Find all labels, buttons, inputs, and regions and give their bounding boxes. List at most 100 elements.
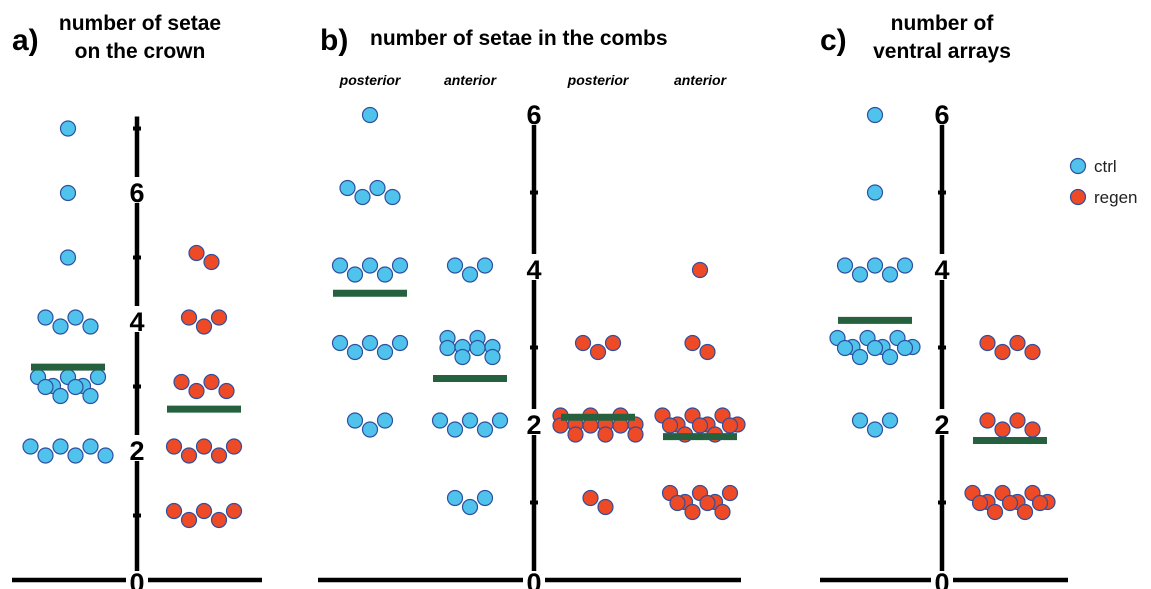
regen-point	[721, 484, 739, 502]
tick-label-bg	[525, 99, 543, 125]
regen-point	[699, 494, 716, 512]
group-label: anterior	[444, 72, 498, 88]
ctrl-point	[476, 489, 494, 507]
tick-label-bg	[933, 254, 951, 280]
ctrl-point	[82, 387, 99, 405]
ctrl-point	[469, 339, 486, 357]
ctrl-point	[391, 334, 409, 352]
panel-letter: a)	[12, 24, 39, 57]
regen-point	[195, 318, 213, 335]
ctrl-point	[52, 438, 69, 455]
ctrl-point	[484, 348, 501, 366]
regen-point	[210, 447, 228, 464]
ctrl-point	[361, 106, 379, 124]
regen-point	[195, 438, 213, 455]
ctrl-point	[67, 447, 84, 464]
ctrl-point	[67, 309, 84, 326]
ctrl-point	[339, 179, 356, 197]
ctrl-point	[67, 378, 84, 396]
regen-point	[604, 334, 622, 352]
ctrl-point	[391, 257, 409, 274]
tick-label-bg	[128, 306, 146, 332]
ctrl-point	[384, 188, 401, 206]
legend-label: regen	[1094, 188, 1137, 207]
panel-title: number of setae in the combs	[370, 27, 668, 50]
regen-point	[691, 417, 709, 434]
tick-label-bg	[933, 99, 951, 125]
ctrl-point	[52, 318, 69, 335]
tick-label-bg	[126, 571, 148, 589]
tick-label-bg	[525, 254, 543, 280]
ctrl-point	[476, 421, 494, 438]
ctrl-point	[376, 412, 394, 429]
regen-point	[661, 417, 679, 434]
regen-point	[691, 261, 709, 279]
ctrl-point	[881, 412, 899, 429]
tick-label-bg	[128, 435, 146, 461]
ctrl-point	[446, 489, 464, 507]
regen-point	[225, 438, 243, 455]
regen-point	[971, 494, 989, 512]
regen-point	[986, 503, 1004, 521]
regen-point	[1024, 421, 1041, 438]
ctrl-point	[439, 339, 456, 357]
ctrl-point	[461, 498, 479, 516]
ctrl-point	[866, 257, 884, 274]
ctrl-point	[866, 106, 884, 124]
ctrl-point	[376, 266, 394, 283]
tick-label-bg	[933, 409, 951, 435]
ctrl-point	[97, 447, 114, 464]
tick-label: 4	[526, 255, 541, 285]
ctrl-point	[866, 184, 884, 201]
ctrl-point	[851, 412, 869, 429]
tick-label: 2	[129, 436, 144, 466]
tick-label-bg	[523, 571, 545, 589]
ctrl-point	[454, 348, 471, 366]
regen-point	[1001, 494, 1019, 512]
group-label: anterior	[674, 72, 728, 88]
ctrl-point	[461, 412, 479, 429]
ctrl-point	[354, 188, 371, 206]
legend-marker	[1069, 188, 1087, 206]
regen-point	[589, 343, 607, 361]
tick-label: 0	[526, 568, 541, 589]
ctrl-point	[881, 348, 899, 366]
ctrl-point	[59, 184, 77, 202]
ctrl-point	[866, 339, 884, 357]
tick-label: 2	[526, 410, 541, 440]
ctrl-point	[491, 412, 509, 429]
tick-label: 4	[129, 307, 144, 337]
regen-point	[574, 334, 592, 352]
tick-label: 0	[934, 568, 949, 589]
regen-point	[994, 343, 1011, 361]
ctrl-point	[82, 318, 99, 335]
panel-title: ventral arrays	[873, 40, 1011, 63]
ctrl-point	[331, 257, 349, 274]
ctrl-point	[461, 266, 479, 283]
ctrl-point	[361, 257, 379, 274]
regen-point	[195, 502, 213, 520]
ctrl-point	[836, 339, 854, 357]
ctrl-point	[37, 378, 54, 396]
regen-point	[669, 494, 686, 512]
ctrl-point	[476, 257, 494, 274]
tick-label: 4	[934, 255, 949, 285]
ctrl-point	[851, 348, 869, 366]
regen-point	[714, 503, 731, 521]
regen-point	[1016, 503, 1034, 521]
ctrl-point	[37, 447, 54, 464]
ctrl-point	[59, 249, 77, 266]
ctrl-point	[361, 421, 379, 438]
regen-point	[203, 373, 220, 391]
regen-point	[597, 426, 614, 443]
ctrl-point	[881, 266, 899, 283]
regen-point	[1009, 334, 1026, 352]
regen-point	[567, 426, 584, 443]
group-label: posterior	[567, 72, 630, 88]
ctrl-point	[346, 343, 364, 361]
regen-point	[627, 426, 644, 443]
ctrl-point	[346, 266, 364, 283]
regen-point	[218, 382, 235, 400]
ctrl-point	[37, 309, 54, 326]
